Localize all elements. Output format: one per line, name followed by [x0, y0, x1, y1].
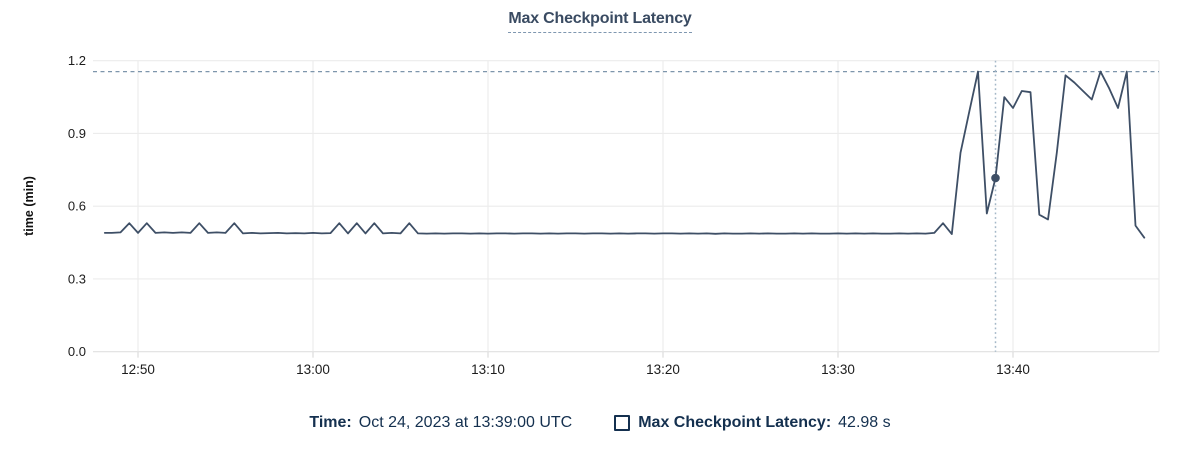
legend-item-max-checkpoint-latency[interactable]: Max Checkpoint Latency: 42.98 s: [614, 414, 891, 432]
highlighted-data-point: [991, 173, 1000, 183]
y-axis-title: time (min): [22, 176, 36, 236]
legend-series-value: 42.98 s: [838, 414, 891, 431]
y-tick-label: 0.3: [68, 271, 86, 286]
y-tick-label: 0.0: [68, 344, 86, 359]
x-tick-label: 13:10: [471, 362, 505, 377]
x-tick-label: 13:40: [996, 362, 1030, 377]
x-tick-label: 13:30: [821, 362, 855, 377]
hover-readout: Time: Oct 24, 2023 at 13:39:00 UTC Max Ch…: [0, 414, 1200, 432]
x-tick-label: 12:50: [121, 362, 155, 377]
legend-series-label: Max Checkpoint Latency:: [638, 414, 832, 431]
legend-swatch-icon: [614, 415, 631, 431]
y-tick-label: 0.9: [68, 126, 86, 141]
chart-title-row: Max Checkpoint Latency: [0, 10, 1200, 33]
latency-line-series: [103, 70, 1146, 239]
time-label: Time:: [309, 414, 352, 431]
y-tick-label: 0.6: [68, 199, 86, 214]
x-tick-label: 13:00: [296, 362, 330, 377]
latency-line-chart[interactable]: 0.0 0.3 0.6 0.9 1.2 12:50 13:00 13:10 13:20 13:30…: [0, 0, 1200, 400]
y-tick-label: 1.2: [68, 53, 86, 68]
chart-title[interactable]: Max Checkpoint Latency: [508, 10, 692, 33]
x-tick-label: 13:20: [646, 362, 680, 377]
time-value: Oct 24, 2023 at 13:39:00 UTC: [358, 414, 573, 431]
